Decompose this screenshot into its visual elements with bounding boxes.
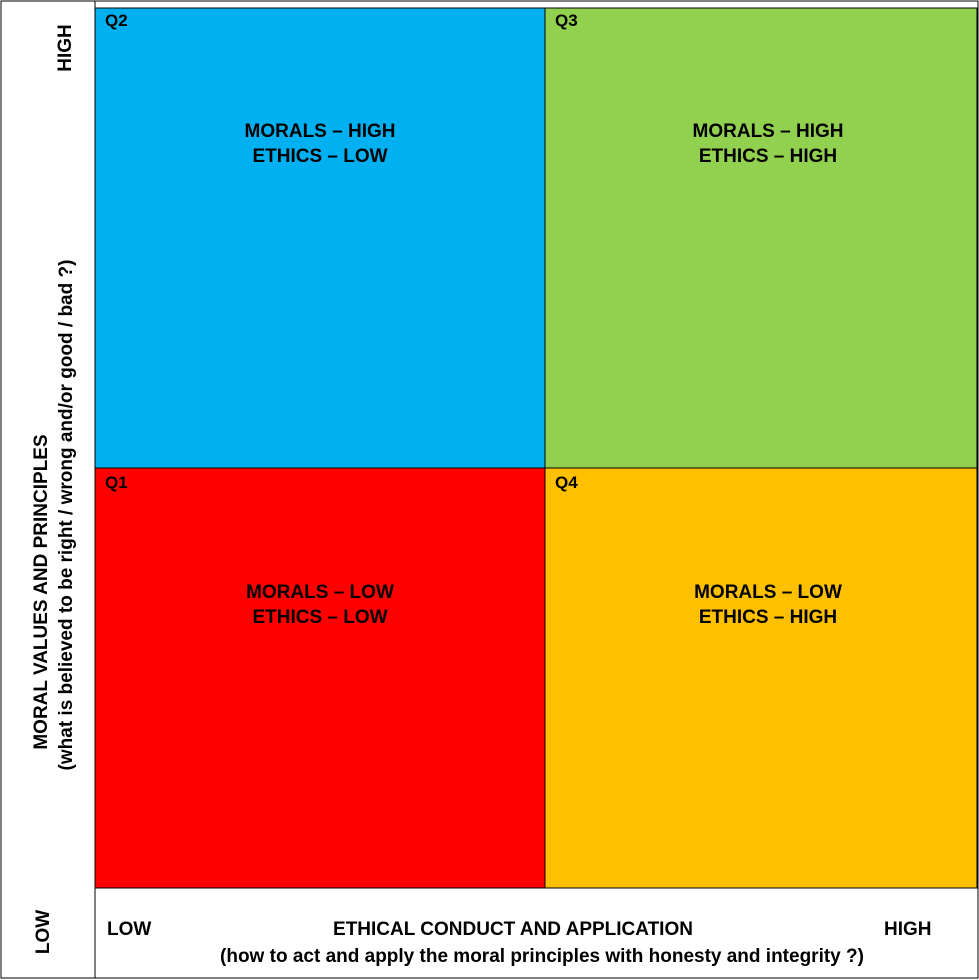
quadrant-q1-cell bbox=[94, 467, 546, 889]
quadrant-q4-line1: MORALS – LOW bbox=[694, 582, 842, 603]
y-axis-high-label: HIGH bbox=[55, 24, 76, 72]
quadrant-q1-line1: MORALS – LOW bbox=[246, 582, 394, 603]
y-axis-subtitle: (what is believed to be right / wrong an… bbox=[56, 260, 77, 771]
quadrant-q2-id: Q2 bbox=[105, 11, 128, 30]
quadrant-q1-id: Q1 bbox=[105, 473, 128, 492]
x-axis-title: ETHICAL CONDUCT AND APPLICATION bbox=[333, 919, 693, 940]
quadrant-q3-line1: MORALS – HIGH bbox=[693, 121, 844, 142]
quadrant-q3-cell bbox=[544, 7, 978, 469]
quadrant-q4-line2: ETHICS – HIGH bbox=[699, 607, 837, 628]
quadrant-q3-id: Q3 bbox=[555, 11, 578, 30]
x-axis-high-label: HIGH bbox=[884, 919, 932, 940]
y-axis-title: MORAL VALUES AND PRINCIPLES bbox=[31, 434, 52, 749]
quadrant-q4-id: Q4 bbox=[555, 473, 578, 492]
quadrant-q3-line2: ETHICS – HIGH bbox=[699, 146, 837, 167]
quadrant-q4-cell bbox=[544, 467, 978, 889]
x-axis-low-label: LOW bbox=[107, 919, 151, 940]
quadrant-q2-line2: ETHICS – LOW bbox=[252, 146, 387, 167]
y-axis-low-label: LOW bbox=[33, 910, 54, 954]
quadrant-q2-line1: MORALS – HIGH bbox=[245, 121, 396, 142]
x-axis-subtitle: (how to act and apply the moral principl… bbox=[220, 946, 864, 967]
quadrant-q2-cell bbox=[94, 7, 546, 469]
quadrant-q1-line2: ETHICS – LOW bbox=[252, 607, 387, 628]
